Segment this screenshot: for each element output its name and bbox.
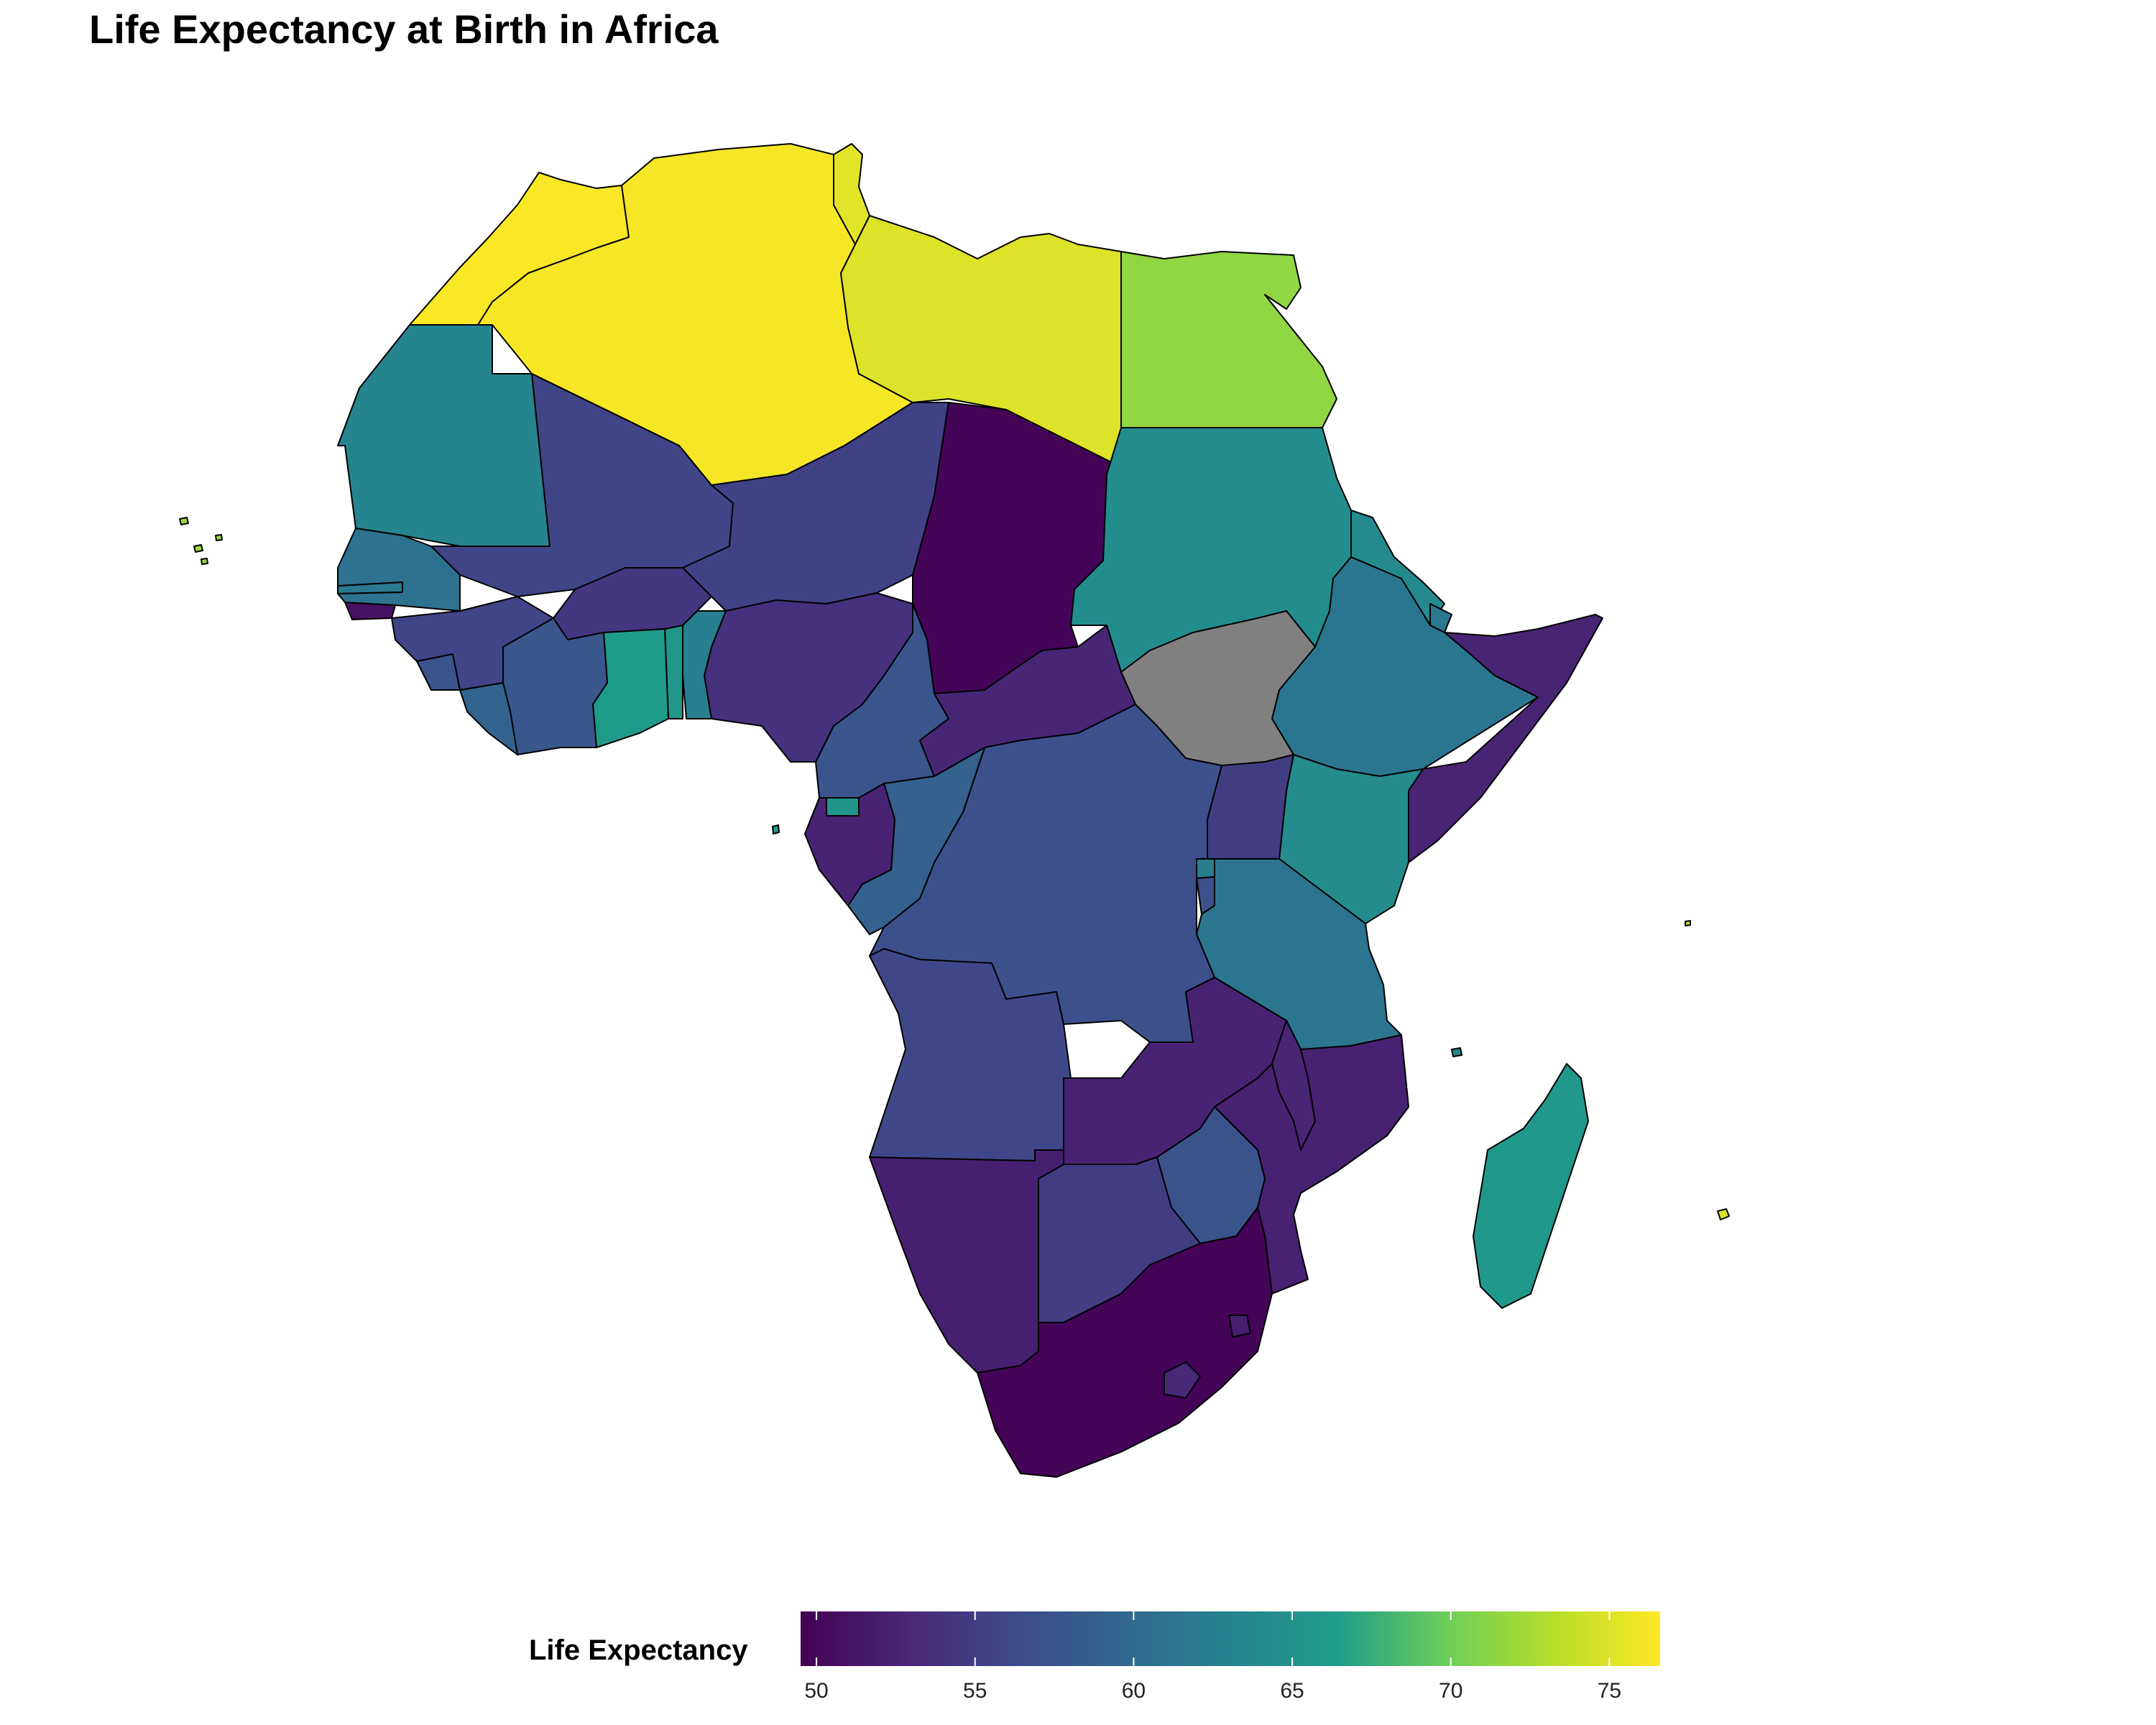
map-region[interactable] [1408,614,1603,863]
map-region[interactable] [1120,251,1337,428]
map-region[interactable] [1164,1361,1201,1399]
map-region[interactable] [1685,920,1691,926]
map-region[interactable] [179,517,223,565]
chart-title: Life Expectancy at Birth in Africa [89,6,719,52]
colorbar-gradient [801,1611,1660,1666]
legend-title: Life Expectancy [529,1634,748,1666]
colorbar-tick-label: 55 [963,1679,987,1703]
colorbar-tick-label: 70 [1439,1679,1463,1703]
map-region[interactable] [1451,1047,1462,1057]
colorbar [801,1611,1660,1666]
map-region[interactable] [977,1207,1273,1478]
map-region[interactable] [772,824,780,834]
map-region[interactable] [869,1149,1064,1374]
map-region[interactable] [919,625,1136,777]
map-region[interactable] [1228,1315,1251,1338]
map-region[interactable] [391,596,554,691]
colorbar-tick-label: 75 [1597,1679,1622,1703]
colorbar-tick-label: 65 [1280,1679,1304,1703]
colorbar-tick-label: 60 [1121,1679,1146,1703]
colorbar-tick-label: 50 [804,1679,829,1703]
countries-layer [179,143,1730,1478]
map-region[interactable] [337,324,550,547]
colorbar-ticks [816,1611,1611,1666]
map-region[interactable] [833,143,870,245]
map-region[interactable] [337,528,461,612]
map-region[interactable] [1196,858,1215,879]
map-region[interactable] [1473,1063,1589,1309]
map-region[interactable] [1717,1208,1730,1220]
